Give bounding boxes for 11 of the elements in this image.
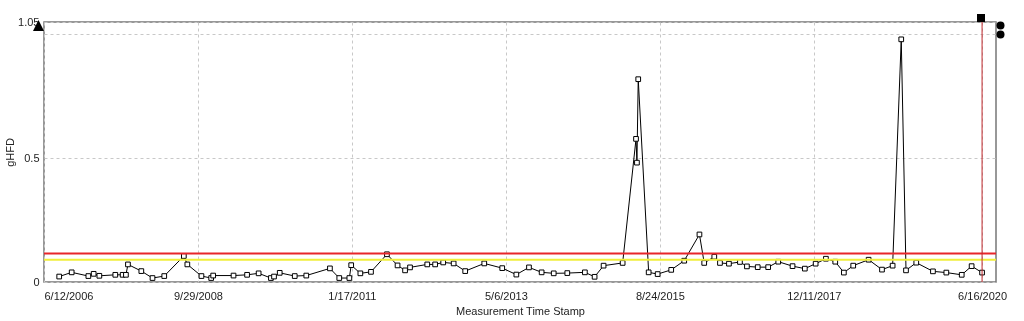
x-tick-label: 8/24/2015 [635,289,685,302]
x-tick-label: 5/6/2013 [484,289,528,302]
x-tick-label: 6/16/2020 [958,289,1008,302]
x-tick-label: 12/11/2017 [787,289,842,302]
y-tick-label: 0 [33,275,40,288]
x-tick-label: 6/12/2006 [44,289,94,302]
x-tick-label: 1/17/2011 [328,289,377,302]
y-axis-title: gHFD [4,138,17,167]
x-axis-title: Measurement Time Stamp [456,304,585,317]
y-tick-label: 0.5 [24,151,40,164]
x-tick-label: 9/29/2008 [173,289,223,302]
